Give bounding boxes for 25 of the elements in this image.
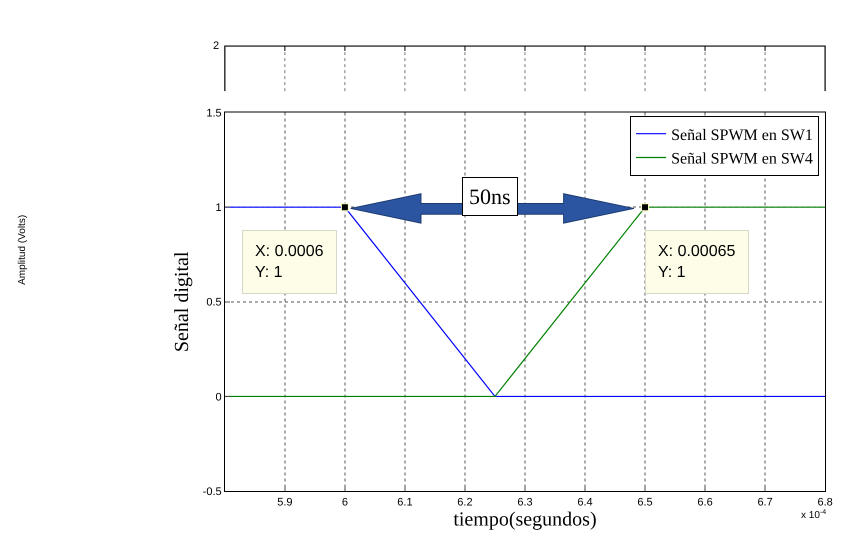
x-axis-title: tiempo(segundos) xyxy=(453,508,597,530)
annotation: 50ns xyxy=(469,184,511,209)
x-tick-label: 6.8 xyxy=(817,496,833,508)
x-tick-label: 6.3 xyxy=(517,496,533,508)
text: 2 xyxy=(213,40,220,52)
annotation: X: 0.00065 Y: 1 xyxy=(658,243,736,281)
x-tick-label: 6.5 xyxy=(637,496,653,508)
text: Amplitud (Volts) xyxy=(16,214,28,285)
y-tick-label: 0.5 xyxy=(206,296,222,309)
y-tick-label: -0.5 xyxy=(202,486,222,498)
x-tick-label: 6.6 xyxy=(697,496,713,508)
x-tick-label: 6.1 xyxy=(397,496,413,508)
x-tick-label: 6 xyxy=(342,496,348,508)
x-tick-label: 6.4 xyxy=(577,496,593,508)
annotation: X: 0.0006 Y: 1 xyxy=(255,243,324,281)
text: x 10$^{-4}$ xyxy=(801,509,826,522)
y-tick-label: 1 xyxy=(216,202,222,214)
x-tick-label: 5.9 xyxy=(277,496,293,508)
y-tick-label: 0 xyxy=(216,391,222,404)
legend-label: Señal SPWM en SW4 xyxy=(671,150,813,168)
legend-label: Señal SPWM en SW1 xyxy=(671,126,813,144)
y-tick-label: 1.5 xyxy=(206,107,222,120)
x-tick-label: 6.2 xyxy=(457,496,473,508)
x-tick-label: 6.7 xyxy=(757,496,773,508)
y-axis-title: Señal digital xyxy=(171,251,194,352)
